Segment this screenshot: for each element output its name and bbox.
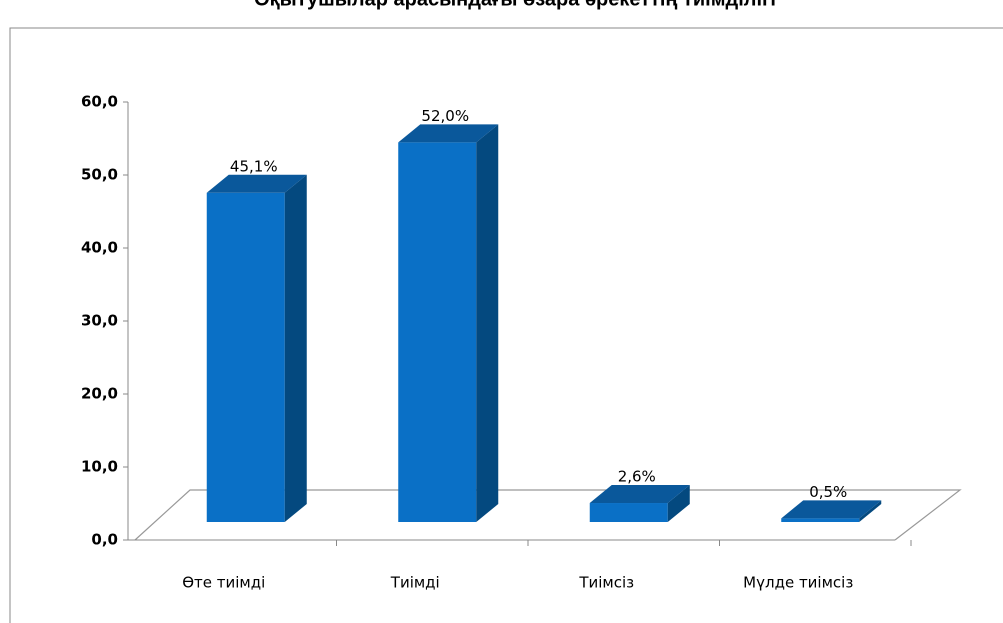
bar-side	[476, 124, 499, 523]
value-label: 52,0%	[421, 107, 469, 125]
y-tick-label: 60,0	[81, 93, 118, 111]
bar-side	[859, 500, 882, 522]
x-tick-label: Мүлде тиімсіз	[743, 574, 853, 592]
bar-top	[206, 174, 307, 193]
bar	[589, 503, 668, 522]
y-tick-label: 10,0	[81, 458, 118, 476]
x-tick-label: Өте тиімді	[182, 574, 265, 592]
value-label: 0,5%	[809, 483, 847, 501]
bar-top	[781, 500, 882, 519]
bar-side	[667, 485, 690, 522]
floor	[134, 489, 962, 541]
x-tick-label: Тиімсіз	[578, 574, 634, 592]
bar-top	[398, 124, 499, 143]
value-label: 45,1%	[230, 157, 278, 175]
chart-border	[9, 27, 1003, 623]
bar-side	[284, 174, 307, 522]
value-label: 2,6%	[618, 468, 656, 486]
y-tick-label: 50,0	[81, 166, 118, 184]
bar	[398, 142, 477, 522]
y-tick-label: 40,0	[81, 239, 118, 257]
bar-top	[589, 485, 690, 504]
y-tick-label: 20,0	[81, 385, 118, 403]
y-tick-label: 0,0	[91, 531, 118, 549]
bar	[781, 518, 860, 522]
x-tick-label: Тиімді	[390, 574, 440, 592]
y-tick-label: 30,0	[81, 312, 118, 330]
bar	[206, 192, 285, 522]
chart-title: Оқытушылар арасындағы өзара әрекеттің ти…	[254, 0, 776, 10]
